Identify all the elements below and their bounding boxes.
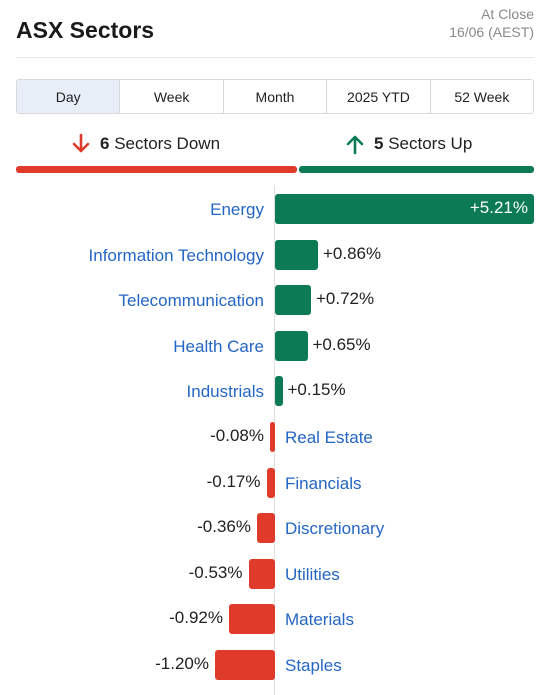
sector-link-information-technology[interactable]: Information Technology [88,245,264,265]
sector-link-financials[interactable]: Financials [285,473,362,493]
sectors-up-bar [299,166,534,173]
value-real-estate: -0.08% [210,426,264,445]
value-materials: -0.92% [169,608,223,628]
close-label: At Close [481,6,534,22]
bar-utilities [248,558,275,589]
close-info: At Close 16/06 (AEST) [449,5,534,41]
value-utilities: -0.53% [188,562,243,582]
bar-information-technology [275,239,318,270]
tab-month[interactable]: Month [222,80,326,113]
bar-financials [266,467,275,498]
sector-link-staples[interactable]: Staples [285,656,342,675]
bar-industrials [275,376,283,407]
value-telecommunication: +0.72% [316,289,375,309]
sectors-down-count: 6 [100,134,110,153]
page-title: ASX Sectors [16,17,155,43]
tab-day[interactable]: Day [17,80,120,113]
period-tabs: Day Week Month 2025 YTD 52 Week [16,79,534,114]
value-financials: -0.17% [206,471,261,491]
tab-ytd[interactable]: 2025 YTD [326,80,429,113]
bar-energy [275,194,534,224]
sector-link-health-care[interactable]: Health Care [173,336,264,356]
value-discretionary: -0.36% [197,517,251,537]
sectors-down: 6 Sectors Down [70,133,220,155]
sectors-up-count: 5 [374,134,384,153]
sectors-up-text: Sectors Up [388,134,473,153]
bar-health-care [275,330,308,361]
sectors-down-bar [16,166,297,173]
value-information-technology: +0.86% [323,243,382,263]
value-health-care: +0.65% [312,334,371,354]
bar-discretionary [257,513,275,544]
sectors-up: 5 Sectors Up [344,133,472,155]
tab-52-week[interactable]: 52 Week [429,80,533,113]
sector-link-telecommunication[interactable]: Telecommunication [118,291,264,311]
sector-link-energy[interactable]: Energy [210,200,264,219]
sector-summary: 6 Sectors Down 5 Sectors Up [16,128,534,160]
sector-link-industrials[interactable]: Industrials [186,382,264,402]
header: ASX Sectors At Close 16/06 (AEST) [16,0,534,58]
arrow-down-icon [72,133,90,153]
value-staples: -1.20% [155,654,209,673]
close-date: 16/06 (AEST) [449,24,534,40]
value-industrials: +0.15% [287,380,346,400]
sector-link-materials[interactable]: Materials [285,610,354,630]
bar-materials [229,604,275,635]
value-energy: +5.21% [469,198,528,217]
sector-link-real-estate[interactable]: Real Estate [285,428,373,447]
bar-telecommunication [275,285,311,316]
bar-real-estate [270,422,275,452]
bar-staples [215,650,275,680]
sectors-down-text: Sectors Down [114,134,221,153]
arrow-up-icon [346,135,364,155]
tab-week[interactable]: Week [119,80,222,113]
sector-link-discretionary[interactable]: Discretionary [285,519,385,539]
sector-link-utilities[interactable]: Utilities [285,564,340,584]
